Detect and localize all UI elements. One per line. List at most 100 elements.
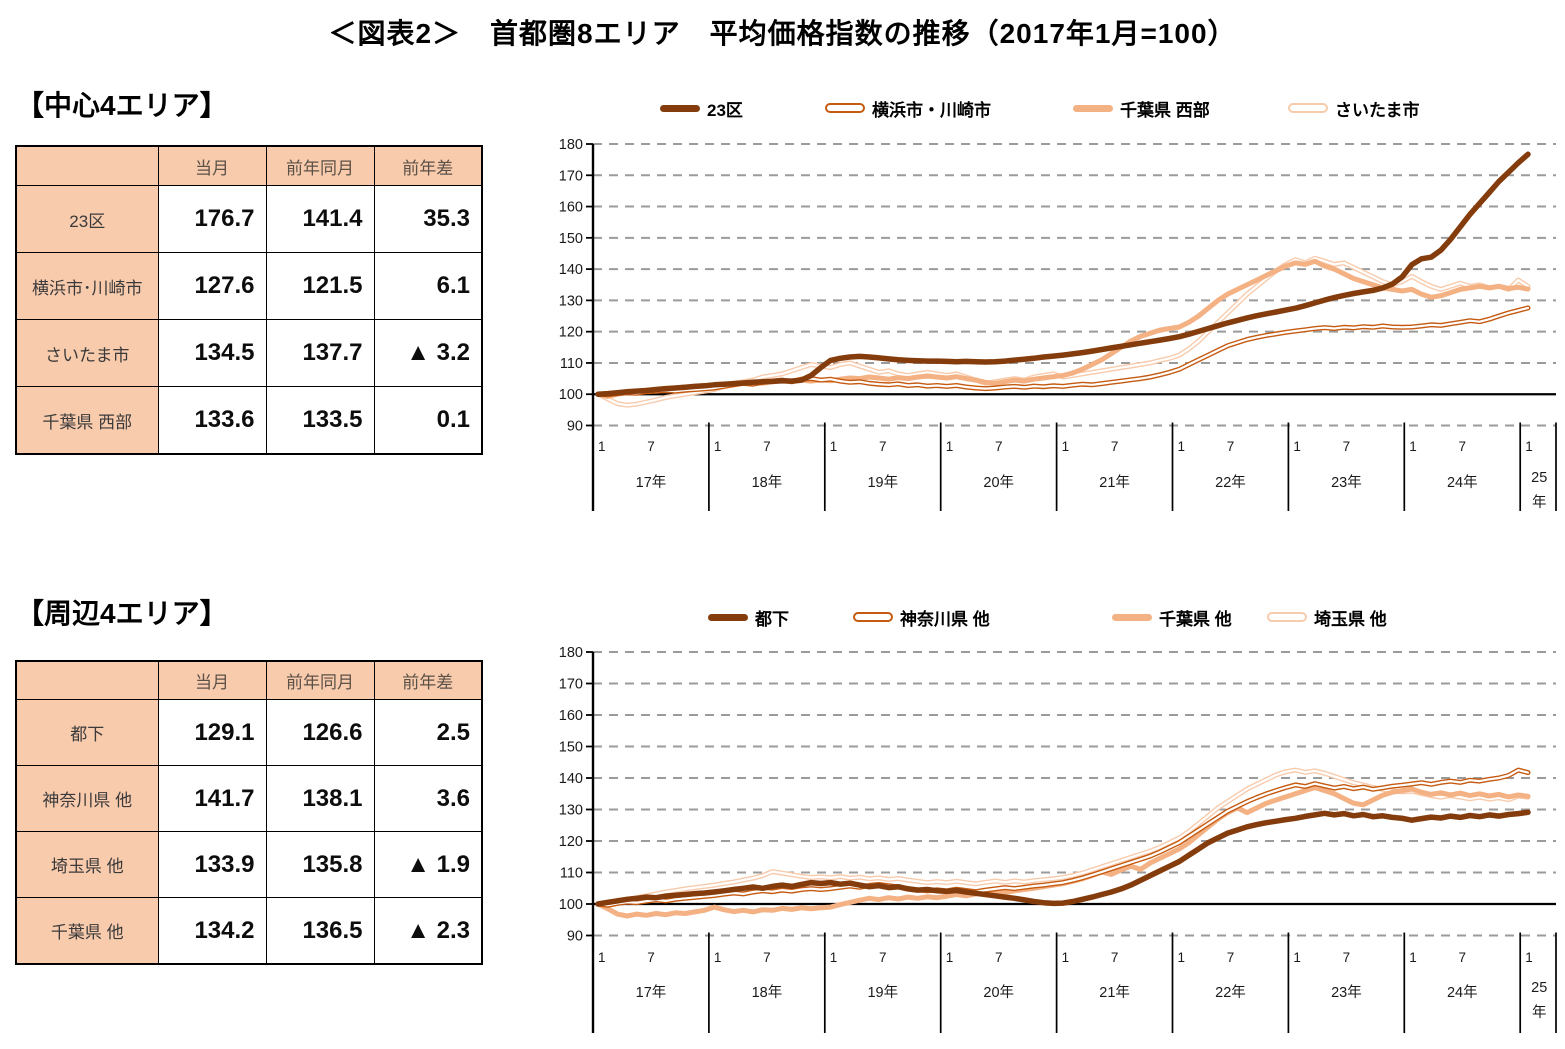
table-row: 都下 129.1 126.6 2.5 [15,699,483,766]
row-label: さいたま市 [15,319,159,387]
x-month-label: 7 [763,950,771,965]
x-year-label: 25 [1531,980,1547,996]
current-month-value: 134.2 [157,897,267,965]
yoy-diff-value: 6.1 [373,252,483,320]
x-month-label: 1 [1409,950,1417,965]
legend-item: 千葉県 西部 [1073,96,1210,120]
x-year-label: 年 [1532,494,1547,511]
legend-line-swatch [853,612,893,622]
y-axis-label: 160 [559,200,583,216]
legend-item: 埼玉県 他 [1267,605,1387,629]
prev-year-value: 126.6 [265,699,375,766]
legend-label: 千葉県 西部 [1120,100,1210,120]
x-year-label: 23年 [1331,984,1362,1001]
x-month-label: 7 [995,950,1003,965]
x-month-label: 7 [879,950,887,965]
row-label: 23区 [15,185,159,253]
y-axis-label: 140 [559,262,583,278]
legend-line-swatch [660,104,700,112]
corner-cell [15,145,159,186]
legend-label: 都下 [755,609,789,629]
x-month-label: 1 [1409,439,1417,454]
row-label: 千葉県 西部 [15,386,159,455]
yoy-diff-value: 2.5 [373,699,483,766]
table-row: 神奈川県 他 141.7 138.1 3.6 [15,765,483,832]
y-axis-label: 150 [559,740,583,756]
current-month-value: 176.7 [157,185,267,253]
x-month-label: 7 [1111,439,1119,454]
current-month-value: 127.6 [157,252,267,320]
yoy-diff-value: 0.1 [373,386,483,455]
table-row: 23区 176.7 141.4 35.3 [15,185,483,253]
x-month-label: 1 [598,439,606,454]
y-axis-label: 180 [559,137,583,153]
legend-label: 神奈川県 他 [900,609,990,629]
x-month-label: 1 [830,950,838,965]
legend-line-swatch [825,103,865,113]
legend-label: 横浜市・川崎市 [872,100,991,120]
current-month-value: 141.7 [157,765,267,832]
y-axis-label: 90 [567,419,583,435]
row-label: 埼玉県 他 [15,831,159,898]
legend-item: 神奈川県 他 [853,605,990,629]
x-month-label: 1 [714,950,722,965]
x-month-label: 7 [1343,950,1351,965]
y-axis-label: 180 [559,645,583,661]
x-year-label: 22年 [1215,474,1246,491]
y-axis-label: 170 [559,168,583,184]
x-year-label: 24年 [1447,474,1478,491]
series-line-inner-神奈川県 他 [596,768,1530,907]
table-row: さいたま市 134.5 137.7 ▲ 3.2 [15,319,483,387]
x-month-label: 7 [763,439,771,454]
current-month-value: 133.6 [157,386,267,455]
x-month-label: 1 [714,439,722,454]
yoy-diff-value: ▲ 2.3 [373,897,483,965]
y-axis-label: 110 [560,356,583,372]
current-month-value: 134.5 [157,319,267,387]
legend-label: さいたま市 [1335,100,1420,120]
x-year-label: 19年 [867,984,898,1001]
x-year-label: 21年 [1099,474,1130,491]
table-header-row: 当月 前年同月 前年差 [15,145,483,186]
column-header: 前年差 [373,660,483,700]
table-row: 埼玉県 他 133.9 135.8 ▲ 1.9 [15,831,483,898]
x-month-label: 1 [1178,439,1186,454]
y-axis-label: 140 [559,771,583,787]
legend-line-swatch [1267,612,1307,622]
corner-cell [15,660,159,700]
series-line-さいたま市 [595,255,1531,408]
column-header: 前年差 [373,145,483,186]
series-line-都下 [595,809,1531,907]
y-axis-label: 90 [567,929,583,945]
legend-line-swatch [1112,613,1152,621]
y-axis-label: 100 [559,897,583,913]
table-header-row: 当月 前年同月 前年差 [15,660,483,700]
table-row: 横浜市･川崎市 127.6 121.5 6.1 [15,252,483,320]
x-month-label: 1 [598,950,606,965]
x-year-label: 17年 [636,984,667,1001]
section-central-heading: 【中心4エリア】 [16,90,228,121]
x-month-label: 1 [1178,950,1186,965]
legend-label: 埼玉県 他 [1314,609,1387,629]
x-year-label: 24年 [1447,984,1478,1001]
x-month-label: 1 [1062,950,1070,965]
prev-year-value: 138.1 [265,765,375,832]
x-month-label: 1 [1525,439,1533,454]
legend-line-swatch [708,613,748,621]
y-axis-label: 160 [559,708,583,724]
x-month-label: 1 [1525,950,1533,965]
row-label: 千葉県 他 [15,897,159,965]
legend-item: 横浜市・川崎市 [825,96,991,120]
legend-label: 千葉県 他 [1159,609,1232,629]
legend-item: さいたま市 [1288,96,1420,120]
prev-year-value: 141.4 [265,185,375,253]
table-row: 千葉県 西部 133.6 133.5 0.1 [15,386,483,455]
current-month-value: 133.9 [157,831,267,898]
x-month-label: 1 [830,439,838,454]
x-year-label: 年 [1532,1004,1547,1021]
peripheral-area-table: 当月 前年同月 前年差 都下 129.1 126.6 2.5 神奈川県 他 141.7 138.1… [15,660,483,965]
x-year-label: 18年 [752,474,783,491]
series-line-千葉県 西部 [595,258,1531,399]
x-month-label: 7 [647,439,655,454]
y-axis-label: 120 [559,834,583,850]
